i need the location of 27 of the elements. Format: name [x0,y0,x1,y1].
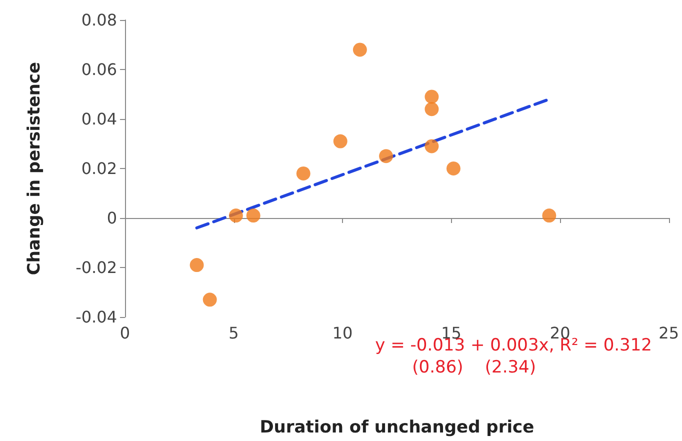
point [246,208,260,223]
text: (0.86) (2.34) [412,358,536,378]
point [424,90,439,104]
x-axis-title: Duration of unchanged price [260,418,534,438]
point [296,166,310,180]
y-tick-label: 0.02 [81,159,117,178]
point [228,208,243,223]
x-tick-label: 25 [658,324,679,342]
point [542,208,556,223]
y-tick-label: 0.08 [81,10,117,30]
x-tick-label: 5 [228,324,239,342]
point [202,292,217,307]
y-axis-title: Change in persistence [24,62,44,276]
y-tick-label: -0.04 [76,308,117,326]
point [333,134,348,148]
point [190,258,204,272]
y-tick-label: 0.06 [81,60,117,79]
x-tick-label: 10 [332,324,353,342]
point [424,102,439,116]
point [446,162,460,176]
y-tick-label: 0.04 [81,110,117,128]
y-tick-label: -0.02 [76,258,117,277]
point [352,42,367,57]
x-tick-label: 0 [120,324,130,342]
y-tick-label: 0 [106,208,117,228]
point [424,139,439,154]
point [379,149,394,164]
